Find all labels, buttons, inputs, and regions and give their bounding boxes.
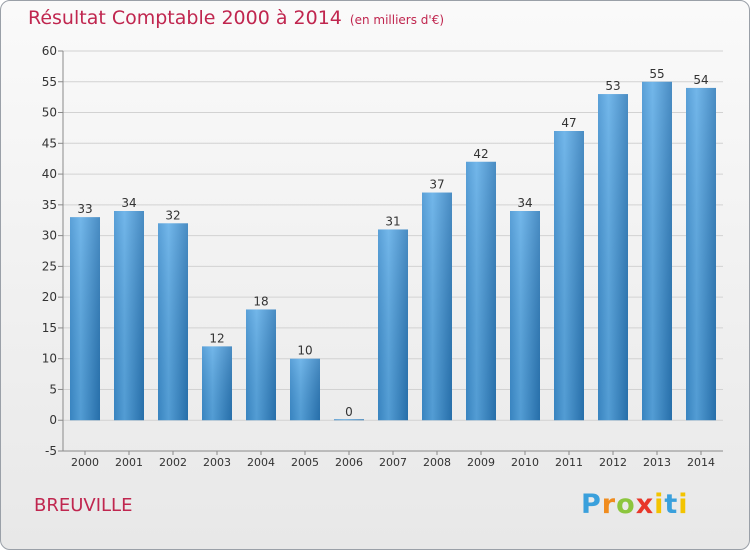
y-tick-label: 45: [42, 136, 57, 150]
bar-shade-2002: [158, 223, 188, 421]
chart-unit: (en milliers d'€): [349, 13, 445, 27]
x-tick-label-2014: 2014: [687, 456, 715, 469]
bar-shade-2001: [114, 211, 144, 421]
bar-shade-2007: [378, 229, 408, 421]
bar-shade-2014: [686, 87, 716, 421]
x-tick-label-2000: 2000: [71, 456, 99, 469]
y-tick-label: 30: [42, 229, 57, 243]
x-tick-label-2013: 2013: [643, 456, 671, 469]
data-label-2000: 33: [77, 202, 92, 216]
x-tick-label-2009: 2009: [467, 456, 495, 469]
y-tick-label: 5: [49, 382, 57, 396]
x-tick-label-2010: 2010: [511, 456, 539, 469]
y-tick-label: 0: [49, 413, 57, 427]
proxiti-logo: Proxiti: [581, 489, 689, 520]
data-label-2001: 34: [121, 196, 136, 210]
data-label-2003: 12: [209, 331, 224, 345]
bar-shade-2009: [466, 161, 496, 421]
y-tick-label: 60: [42, 44, 57, 58]
data-label-2002: 32: [165, 208, 180, 222]
y-tick-label: 40: [42, 167, 57, 181]
y-tick-label: 15: [42, 321, 57, 335]
bar-shade-2012: [598, 94, 628, 421]
y-tick-label: 10: [42, 352, 57, 366]
y-tick-label: 25: [42, 259, 57, 273]
data-label-2007: 31: [385, 214, 400, 228]
x-tick-label-2003: 2003: [203, 456, 231, 469]
bar-shade-2006: [334, 419, 364, 421]
axis-layer: -5 0 5 10 15 20 25 30 35 40 45 50 55 60 2000 2001 2002 20…: [42, 44, 723, 469]
y-tick-label: 55: [42, 75, 57, 89]
data-label-2009: 42: [473, 147, 488, 161]
bar-shade-2008: [422, 192, 452, 421]
y-tick-label: 35: [42, 198, 57, 212]
x-tick-label-2007: 2007: [379, 456, 407, 469]
bar-layer: [70, 81, 716, 421]
chart-title: Résultat Comptable 2000 à 2014 (en millie…: [28, 7, 444, 29]
y-tick-label: 20: [42, 290, 57, 304]
bar-shade-2003: [202, 346, 232, 421]
data-label-2014: 54: [693, 73, 708, 87]
y-tick-label: 50: [42, 106, 57, 120]
data-label-2012: 53: [605, 79, 620, 93]
data-label-2006: 0: [345, 405, 353, 419]
x-tick-label-2005: 2005: [291, 456, 319, 469]
chart-title-text: Résultat Comptable 2000 à 2014: [28, 7, 342, 29]
x-tick-label-2011: 2011: [555, 456, 583, 469]
bar-shade-2000: [70, 217, 100, 421]
data-label-2008: 37: [429, 178, 444, 192]
x-tick-label-2006: 2006: [335, 456, 363, 469]
y-tick-label: -5: [45, 444, 57, 458]
data-label-2011: 47: [561, 116, 576, 130]
x-tick-label-2002: 2002: [159, 456, 187, 469]
data-label-2005: 10: [297, 344, 312, 358]
x-tick-label-2004: 2004: [247, 456, 275, 469]
bar-shade-2010: [510, 211, 540, 421]
x-tick-label-2001: 2001: [115, 456, 143, 469]
bar-shade-2005: [290, 358, 320, 421]
commune-name: BREUVILLE: [34, 495, 133, 516]
x-tick-label-2012: 2012: [599, 456, 627, 469]
bar-shade-2013: [642, 81, 672, 421]
bar-shade-2011: [554, 131, 584, 421]
x-tick-label-2008: 2008: [423, 456, 451, 469]
data-label-2010: 34: [517, 196, 532, 210]
bar-shade-2004: [246, 309, 276, 421]
label-layer: 33 34 32 12 18 10 0 31 37 42 34 47 53 55 54: [77, 67, 708, 419]
data-label-2004: 18: [253, 294, 268, 308]
data-label-2013: 55: [649, 67, 664, 81]
